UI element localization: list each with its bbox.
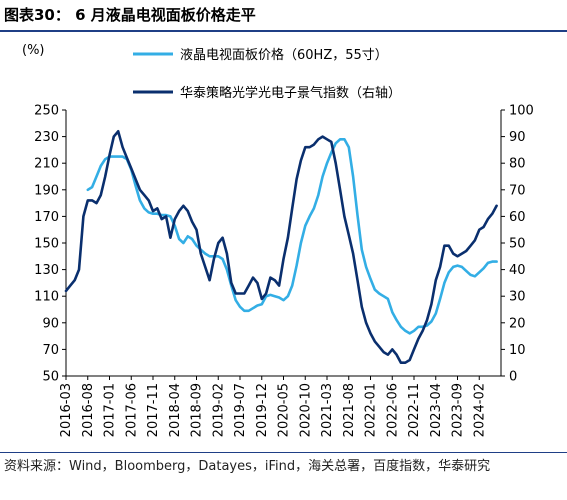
y-tick-label-right: 10 (509, 343, 526, 358)
y-tick-label-left: 210 (34, 157, 59, 172)
y-tick-label-left: 250 (34, 104, 59, 119)
y-tick-label-right: 20 (509, 316, 526, 331)
legend-label-1: 液晶电视面板价格（60HZ，55寸） (180, 47, 388, 63)
y-tick-label-right: 80 (509, 157, 526, 172)
y-tick-label-right: 90 (509, 130, 526, 145)
y-tick-label-left: 90 (42, 316, 59, 331)
y-tick-label-right: 60 (509, 210, 526, 225)
chart-title: 图表30： 6 月液晶电视面板价格走平 (4, 6, 256, 24)
y-tick-label-right: 0 (509, 370, 517, 385)
x-tick-label: 2020-05 (277, 383, 292, 437)
x-tick-label: 2022-01 (364, 383, 379, 437)
x-tick-label: 2021-03 (320, 383, 335, 437)
x-tick-label: 2020-10 (298, 383, 313, 437)
y-tick-label-left: 130 (34, 263, 59, 278)
y-tick-label-left: 150 (34, 237, 59, 252)
x-tick-label: 2022-06 (385, 383, 400, 437)
y-tick-label-left: 70 (42, 343, 59, 358)
title-bar: 图表30： 6 月液晶电视面板价格走平 (0, 0, 567, 30)
y-tick-label-right: 40 (509, 263, 526, 278)
y-tick-label-right: 100 (509, 104, 534, 119)
x-tick-label: 2019-02 (211, 383, 226, 437)
y-tick-label-left: 110 (34, 290, 59, 305)
y-tick-label-left: 190 (34, 183, 59, 198)
x-tick-label: 2019-07 (233, 383, 248, 437)
title-rule (0, 30, 567, 32)
y-tick-label-right: 50 (509, 237, 526, 252)
x-tick-label: 2018-09 (190, 383, 205, 437)
source-rule (0, 452, 567, 453)
x-tick-label: 2022-11 (407, 383, 422, 437)
y-tick-label-left: 170 (34, 210, 59, 225)
series-line-1 (86, 138, 498, 335)
y-tick-label-right: 70 (509, 183, 526, 198)
x-tick-label: 2018-04 (168, 383, 183, 437)
x-tick-label: 2023-04 (429, 383, 444, 437)
y-tick-label-left: 50 (42, 370, 59, 385)
x-tick-label: 2021-08 (342, 383, 357, 437)
x-tick-label: 2019-12 (255, 383, 270, 437)
source-note: 资料来源：Wind，Bloomberg，Datayes，iFind，海关总署，百… (4, 459, 491, 474)
y-tick-label-right: 30 (509, 290, 526, 305)
x-tick-label: 2016-03 (59, 383, 74, 437)
x-tick-label: 2024-02 (472, 383, 487, 437)
series-line-2 (64, 130, 498, 364)
x-tick-label: 2016-08 (81, 383, 96, 437)
x-tick-label: 2017-06 (124, 383, 139, 437)
line-chart: 50 70 90 110 130 150 170 190 210 230 250 0 10 20 30 40 5… (22, 43, 534, 437)
x-tick-label: 2017-11 (146, 383, 161, 437)
x-tick-label: 2017-01 (103, 383, 118, 437)
legend-label-2: 华泰策略光学光电子景气指数（右轴） (180, 85, 401, 101)
x-tick-label: 2023-09 (451, 383, 466, 437)
y-axis-unit-label: (%) (22, 43, 45, 58)
y-tick-label-left: 230 (34, 130, 59, 145)
